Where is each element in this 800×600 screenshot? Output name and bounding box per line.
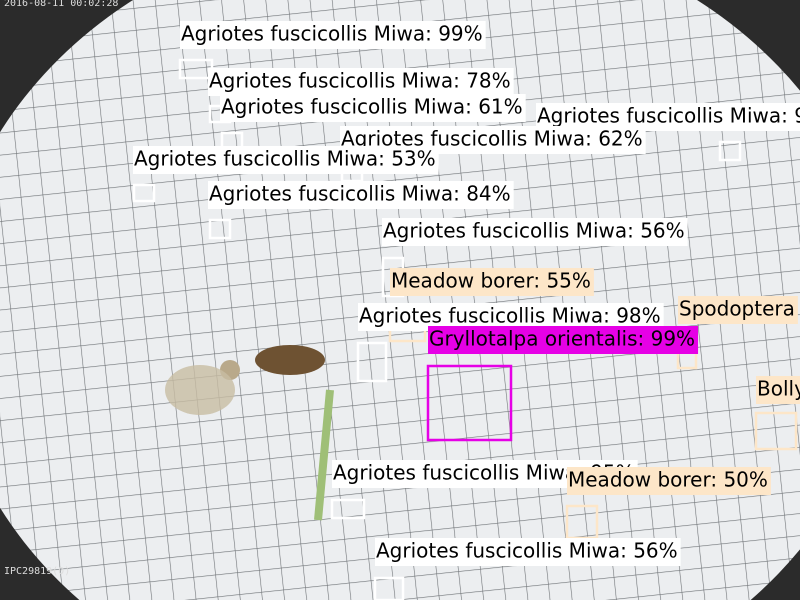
bounding-box [754, 411, 798, 451]
label-background [678, 296, 798, 324]
bounding-box [356, 341, 388, 383]
detection-label: Bolly [757, 377, 800, 401]
label-background [208, 181, 514, 209]
detection-label: Agriotes fuscicollis Miwa: 56% [383, 219, 685, 243]
detection-label: Meadow borer: 55% [391, 269, 591, 293]
detection-label: Agriotes fuscicollis Miwa: 56% [376, 539, 678, 563]
bounding-box [426, 364, 513, 442]
bounding-box [373, 576, 405, 600]
detection-label: Agriotes fuscicollis Miwa: 99% [181, 22, 483, 46]
label-background [208, 68, 514, 96]
label-background [567, 467, 771, 495]
detection-label: Agriotes fuscicollis Miwa: 78% [209, 69, 511, 93]
label-background [428, 326, 699, 354]
detection-label: Agriotes fuscicollis Miwa: 98% [359, 304, 661, 328]
mantis [314, 389, 334, 521]
camera-id: IPC29819(0) [4, 566, 70, 577]
label-background [220, 94, 526, 122]
detection-label: Meadow borer: 50% [568, 468, 768, 492]
bounding-box [208, 218, 232, 240]
label-background [390, 268, 594, 296]
label-background [382, 218, 688, 246]
insect [255, 345, 325, 375]
label-background [133, 146, 439, 174]
detection-label: Agriotes fuscicollis Miwa: 84% [209, 182, 511, 206]
detection-label: Gryllotalpa orientalis: 99% [429, 327, 695, 351]
detection-label: Agriotes fuscicollis Miwa: 98% [537, 104, 800, 128]
bounding-box [132, 183, 156, 203]
bounding-box [718, 140, 742, 162]
bounding-box [330, 498, 366, 520]
detection-label: Agriotes fuscicollis Miwa: 61% [221, 95, 523, 119]
label-background [180, 21, 486, 49]
detection-label: Spodoptera [679, 297, 795, 321]
insect [165, 365, 235, 415]
detections: Agriotes fuscicollis Miwa: 99% Agriotes f… [132, 21, 800, 600]
label-background [375, 538, 681, 566]
timestamp: 2016-08-11 00:02:28 [4, 0, 118, 9]
label-background [756, 376, 800, 404]
detection-label: Agriotes fuscicollis Miwa: 53% [134, 147, 436, 171]
